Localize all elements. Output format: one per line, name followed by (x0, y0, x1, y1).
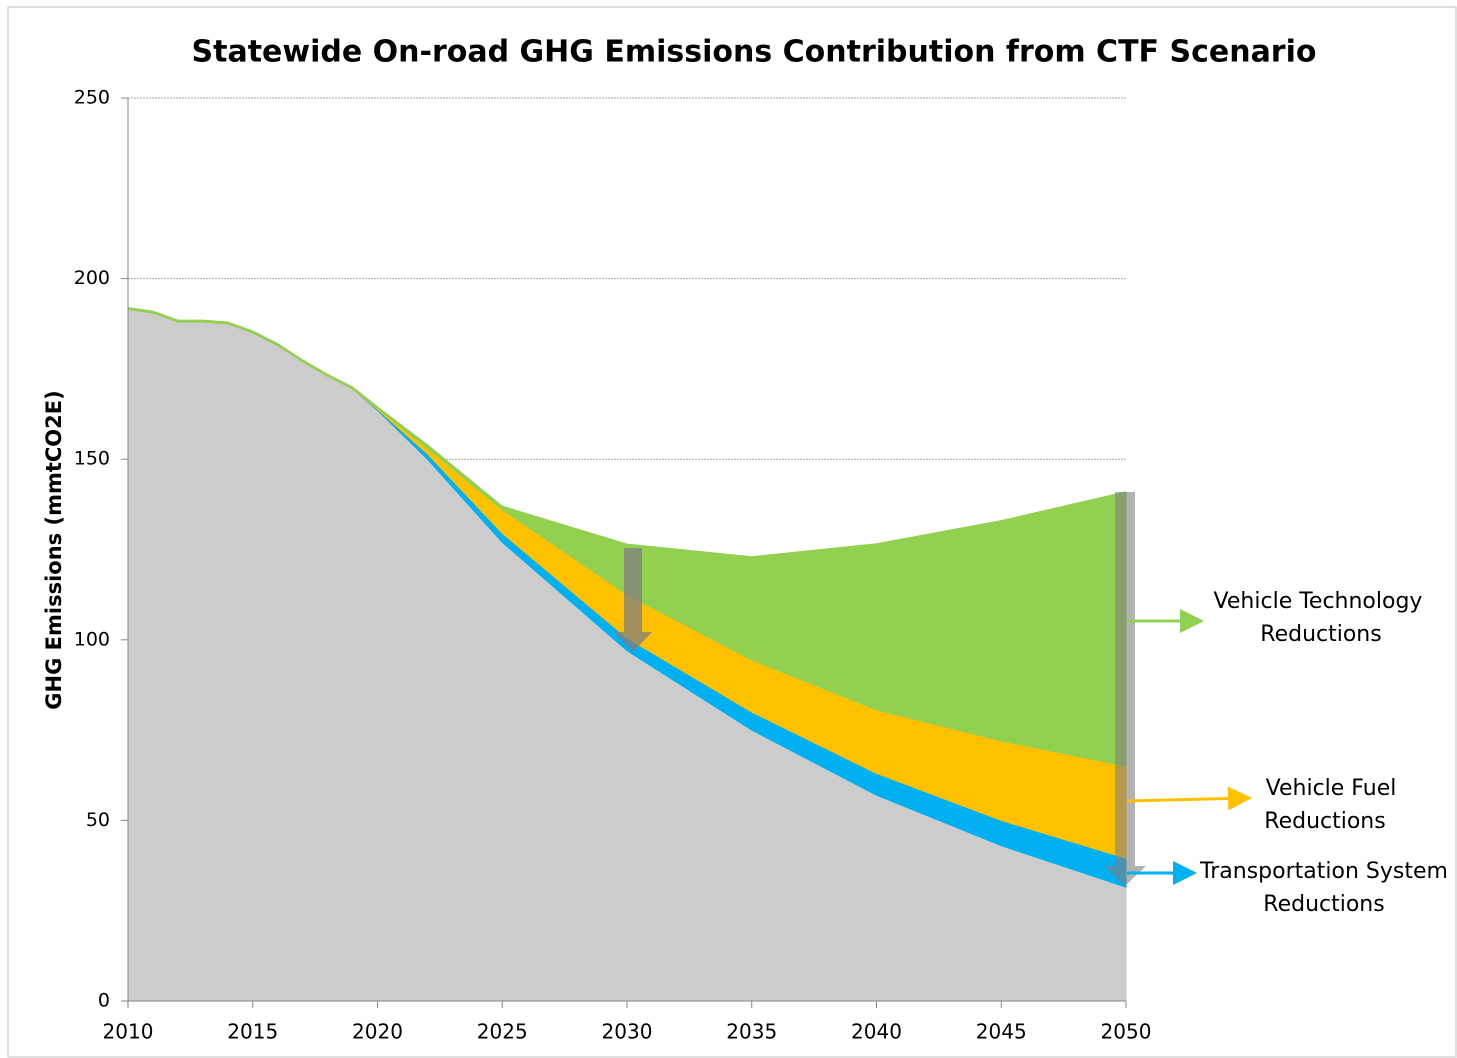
x-tick-label: 2030 (602, 1020, 653, 1044)
reduction-arrow-2030 (614, 548, 652, 652)
annotation: Transportation System (1199, 859, 1448, 884)
y-tick-label: 250 (74, 87, 110, 109)
x-tick-label: 2025 (477, 1020, 528, 1044)
x-tick-label: 2045 (976, 1020, 1027, 1044)
annotation: Vehicle Technology (1214, 589, 1423, 614)
annotation: Reductions (1264, 809, 1385, 834)
x-tick-label: 2015 (227, 1020, 278, 1044)
y-axis-label: GHG Emissions (mmtCO2E) (42, 390, 66, 709)
x-tick-label: 2010 (103, 1020, 154, 1044)
y-tick-label: 100 (74, 628, 110, 650)
x-tick-label: 2040 (851, 1020, 902, 1044)
decorations (614, 492, 1252, 886)
chart-title: Statewide On-road GHG Emissions Contribu… (192, 35, 1317, 70)
annotation: Vehicle Fuel (1266, 776, 1397, 801)
y-tick-label: 150 (74, 448, 110, 470)
axes: 0 50 100 150 200 250 2010 2015 2020 2025 2030 2035 2… (74, 87, 1152, 1044)
annotation: Reductions (1263, 892, 1384, 917)
reduction-arrow-2050 (1104, 492, 1146, 886)
y-tick-label: 200 (74, 267, 110, 289)
annotation-arrow (1126, 786, 1252, 811)
x-tick-label: 2020 (352, 1020, 403, 1044)
x-tick-label: 2050 (1101, 1020, 1152, 1044)
annotation: Reductions (1260, 622, 1381, 647)
y-tick-label: 50 (86, 809, 110, 831)
x-tick-label: 2035 (726, 1020, 777, 1044)
y-tick-label: 0 (98, 990, 110, 1012)
